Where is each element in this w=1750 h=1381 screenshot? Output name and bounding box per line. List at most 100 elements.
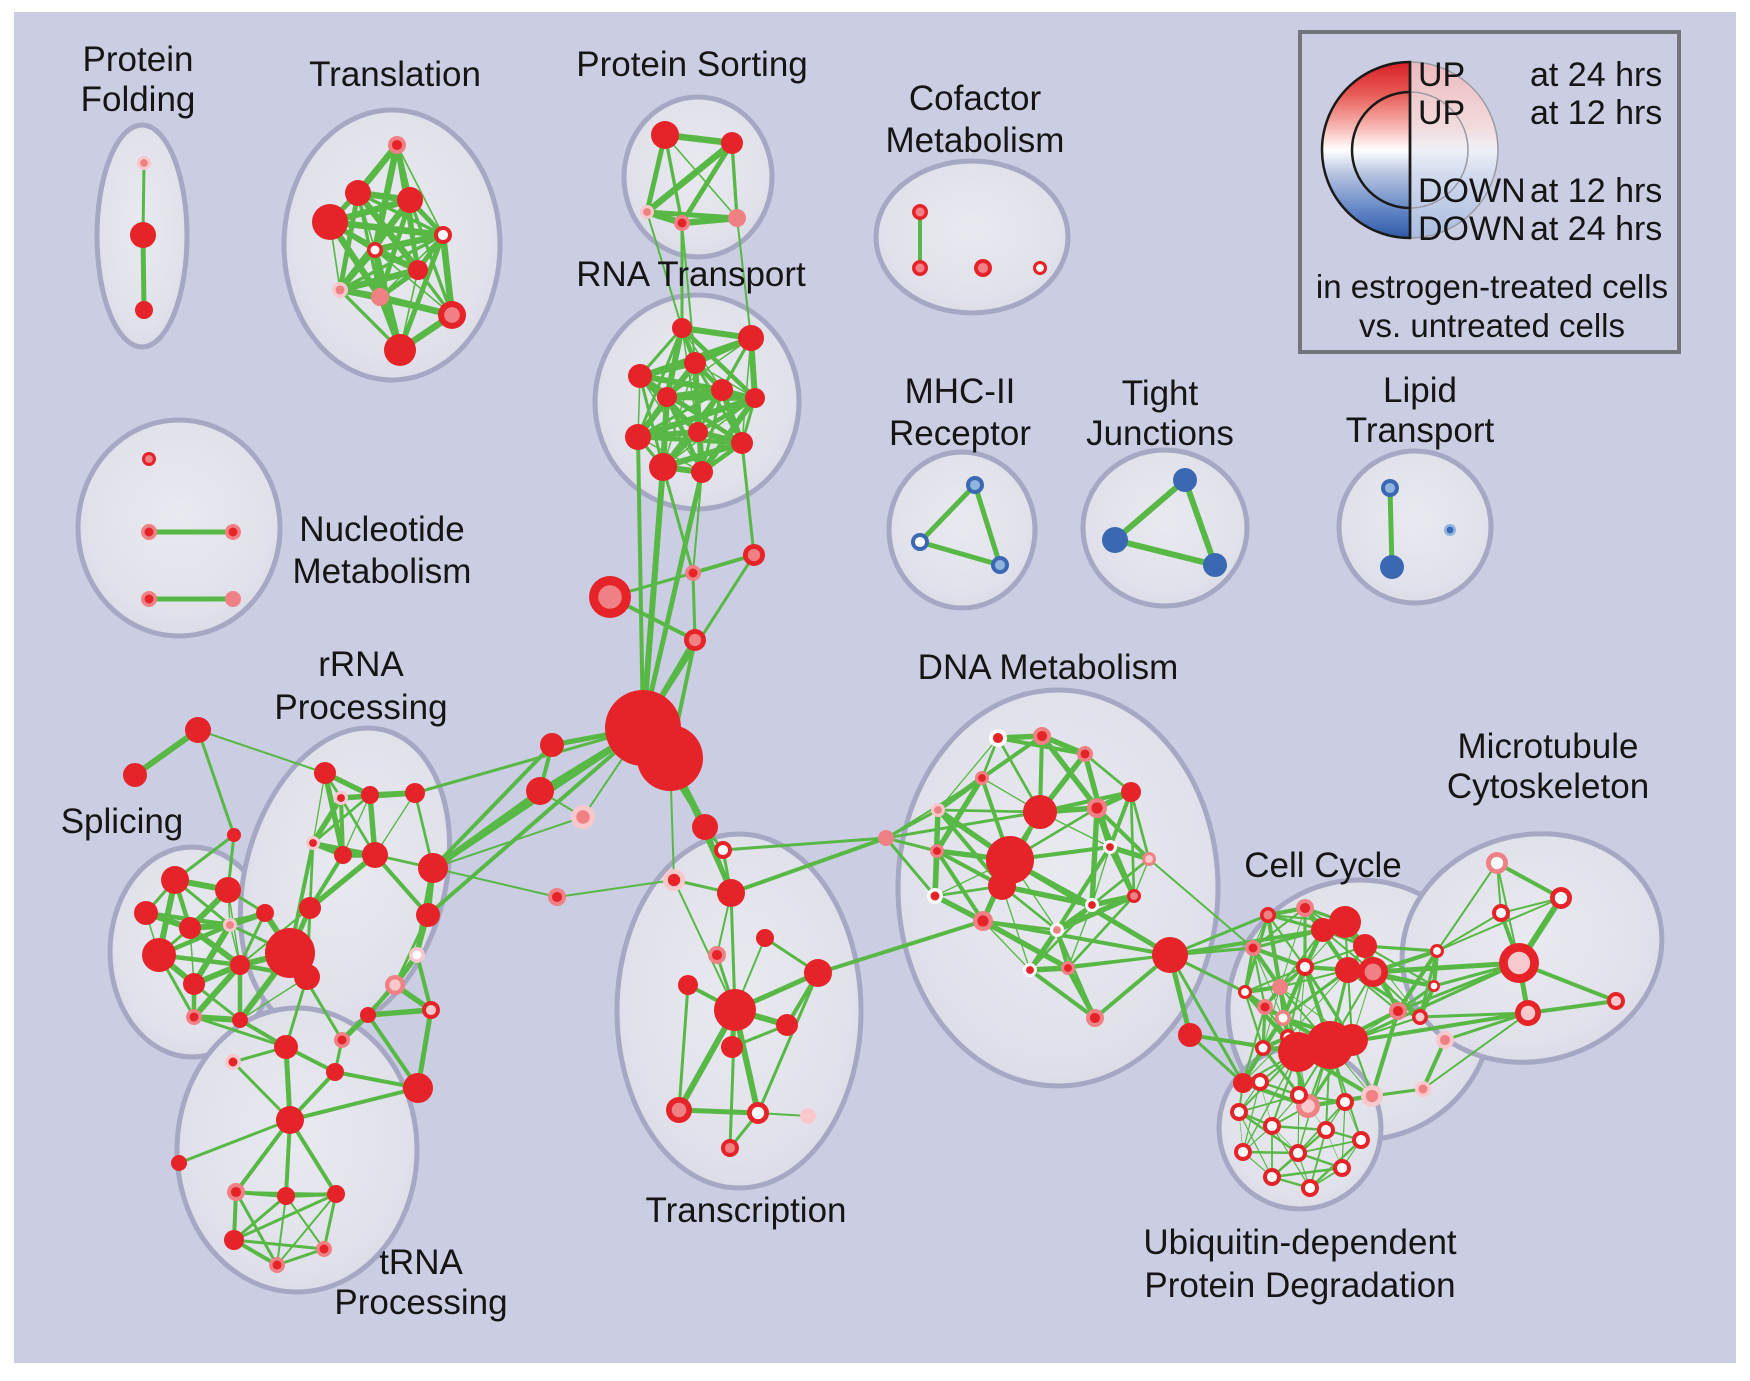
node-cell-cycle-8[interactable] [1245,940,1261,956]
node-connectors-12[interactable] [1178,1023,1202,1047]
node-protein-sorting-3[interactable] [674,215,690,231]
node-translation-2[interactable] [397,187,423,213]
node-ubiquitin-degradation-3[interactable] [1230,1103,1248,1121]
node-lipid-transport-0[interactable] [1381,479,1399,497]
node-cell-cycle-17[interactable] [1336,1024,1368,1056]
node-connectors-13[interactable] [185,717,211,743]
node-trna-processing-1[interactable] [225,1054,241,1070]
node-protein-folding-1[interactable] [130,222,156,248]
node-splicing-5[interactable] [183,973,205,995]
node-rrna-processing-2[interactable] [405,783,425,803]
node-rna-transport-2[interactable] [684,352,706,374]
node-microtubule-cytoskeleton-2[interactable] [1492,904,1510,922]
node-cell-cycle-20[interactable] [1361,1085,1383,1107]
node-splicing-8[interactable] [294,964,320,990]
node-ubiquitin-degradation-10[interactable] [1263,1168,1281,1186]
node-microtubule-cytoskeleton-3[interactable] [1499,943,1539,983]
node-splicing-9[interactable] [256,904,274,922]
node-dna-metabolism-3[interactable] [975,771,989,785]
node-rna-transport-7[interactable] [625,424,651,450]
node-cell-cycle-1[interactable] [1296,899,1314,917]
node-translation-10[interactable] [384,334,416,366]
node-cofactor-metabolism-1[interactable] [912,260,928,276]
node-protein-sorting-0[interactable] [651,121,679,149]
node-splicing-4[interactable] [142,938,176,972]
node-rna-transport-3[interactable] [628,364,652,388]
node-dna-metabolism-7[interactable] [1023,795,1057,829]
node-dna-metabolism-19[interactable] [1061,961,1075,975]
node-rrna-processing-8[interactable] [416,903,440,927]
node-rna-transport-8[interactable] [688,422,708,442]
node-ubiquitin-degradation-11[interactable] [1301,1179,1319,1197]
node-translation-6[interactable] [408,260,428,280]
node-mhc-ii-receptor-0[interactable] [966,476,984,494]
node-cell-cycle-3[interactable] [1329,906,1361,938]
node-rrna-processing-13[interactable] [360,1007,376,1023]
node-trna-processing-0[interactable] [274,1035,298,1059]
node-rrna-processing-9[interactable] [418,853,448,883]
node-nucleotide-metabolism-1[interactable] [141,524,157,540]
node-microtubule-cytoskeleton-5[interactable] [1607,992,1625,1010]
node-rrna-processing-4[interactable] [306,836,320,850]
node-splicing-2[interactable] [215,877,241,903]
node-connectors-0[interactable] [685,565,701,581]
node-microtubule-cytoskeleton-1[interactable] [1550,887,1572,909]
node-transcription-2[interactable] [663,869,685,891]
node-splicing-11[interactable] [186,1009,202,1025]
node-dna-metabolism-13[interactable] [927,888,943,904]
node-rna-transport-5[interactable] [657,387,677,407]
node-splicing-3[interactable] [161,866,189,894]
node-connectors-7[interactable] [526,777,554,805]
node-cell-cycle-24[interactable] [1412,1009,1428,1025]
node-trna-processing-9[interactable] [224,1230,244,1250]
node-tight-junctions-0[interactable] [1173,468,1197,492]
node-rrna-processing-12[interactable] [422,1001,440,1019]
node-dna-metabolism-17[interactable] [1050,923,1064,937]
node-protein-folding-2[interactable] [135,301,153,319]
node-rrna-processing-5[interactable] [334,846,352,864]
node-cell-cycle-23[interactable] [1428,980,1440,992]
node-cell-cycle-4[interactable] [1353,934,1377,958]
node-dna-metabolism-12[interactable] [1142,852,1156,866]
node-connectors-14[interactable] [123,763,147,787]
node-dna-metabolism-0[interactable] [989,729,1007,747]
node-trna-processing-11[interactable] [269,1257,285,1273]
node-microtubule-cytoskeleton-7[interactable] [1415,1081,1431,1097]
node-cell-cycle-21[interactable] [1389,1002,1407,1020]
node-connectors-15[interactable] [227,828,241,842]
node-nucleotide-metabolism-0[interactable] [142,452,156,466]
node-rna-transport-9[interactable] [731,432,753,454]
node-protein-sorting-2[interactable] [640,205,654,219]
node-transcription-5[interactable] [708,946,726,964]
node-ubiquitin-degradation-7[interactable] [1234,1143,1252,1161]
node-transcription-11[interactable] [666,1097,692,1123]
node-connectors-2[interactable] [589,576,631,618]
node-cofactor-metabolism-3[interactable] [1033,261,1047,275]
node-splicing-12[interactable] [232,1012,248,1028]
node-cell-cycle-11[interactable] [1257,999,1273,1015]
node-connectors-3[interactable] [684,629,706,651]
node-tight-junctions-1[interactable] [1102,527,1128,553]
node-trna-processing-4[interactable] [276,1106,304,1134]
node-dna-metabolism-11[interactable] [1103,840,1117,854]
node-rrna-processing-1[interactable] [361,786,379,804]
node-splicing-0[interactable] [134,901,158,925]
node-ubiquitin-degradation-4[interactable] [1263,1117,1281,1135]
node-rrna-processing-6[interactable] [362,842,388,868]
node-cell-cycle-0[interactable] [1260,907,1276,923]
node-translation-8[interactable] [371,288,389,306]
node-ubiquitin-degradation-1[interactable] [1290,1086,1308,1104]
node-translation-9[interactable] [438,301,466,329]
node-trna-processing-6[interactable] [227,1183,245,1201]
node-mhc-ii-receptor-2[interactable] [991,556,1009,574]
node-rna-transport-6[interactable] [745,388,765,408]
node-translation-0[interactable] [388,136,406,154]
node-transcription-12[interactable] [747,1102,769,1124]
node-protein-sorting-1[interactable] [721,132,743,154]
node-connectors-8[interactable] [571,805,595,829]
node-rna-transport-10[interactable] [649,453,677,481]
node-nucleotide-metabolism-2[interactable] [225,524,241,540]
node-connectors-11[interactable] [1152,937,1188,973]
node-dna-metabolism-10[interactable] [988,872,1016,900]
node-lipid-transport-1[interactable] [1380,555,1404,579]
